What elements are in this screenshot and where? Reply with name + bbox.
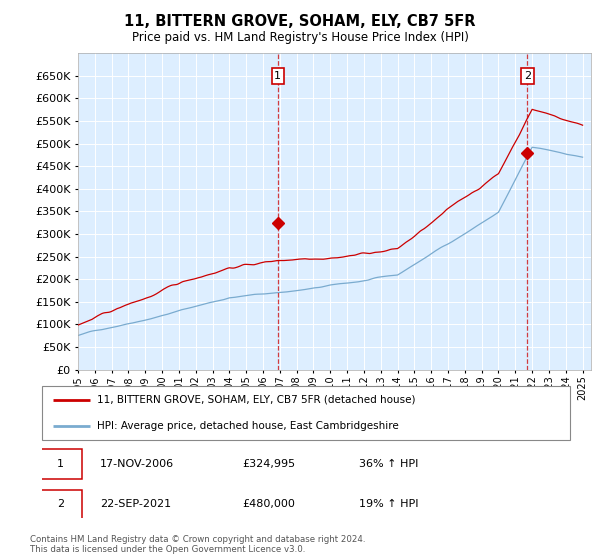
Text: £324,995: £324,995 [242, 459, 296, 469]
Text: HPI: Average price, detached house, East Cambridgeshire: HPI: Average price, detached house, East… [97, 421, 399, 431]
FancyBboxPatch shape [40, 490, 82, 520]
Text: Price paid vs. HM Land Registry's House Price Index (HPI): Price paid vs. HM Land Registry's House … [131, 31, 469, 44]
Text: 2: 2 [524, 71, 531, 81]
FancyBboxPatch shape [42, 386, 570, 440]
Text: £480,000: £480,000 [242, 500, 296, 510]
Text: 36% ↑ HPI: 36% ↑ HPI [359, 459, 418, 469]
FancyBboxPatch shape [40, 449, 82, 479]
Text: 1: 1 [57, 459, 64, 469]
Text: 22-SEP-2021: 22-SEP-2021 [100, 500, 171, 510]
Text: Contains HM Land Registry data © Crown copyright and database right 2024.
This d: Contains HM Land Registry data © Crown c… [30, 535, 365, 554]
Text: 19% ↑ HPI: 19% ↑ HPI [359, 500, 418, 510]
Text: 11, BITTERN GROVE, SOHAM, ELY, CB7 5FR: 11, BITTERN GROVE, SOHAM, ELY, CB7 5FR [124, 14, 476, 29]
Text: 17-NOV-2006: 17-NOV-2006 [100, 459, 174, 469]
Text: 11, BITTERN GROVE, SOHAM, ELY, CB7 5FR (detached house): 11, BITTERN GROVE, SOHAM, ELY, CB7 5FR (… [97, 395, 416, 405]
Text: 2: 2 [57, 500, 64, 510]
Text: 1: 1 [274, 71, 281, 81]
